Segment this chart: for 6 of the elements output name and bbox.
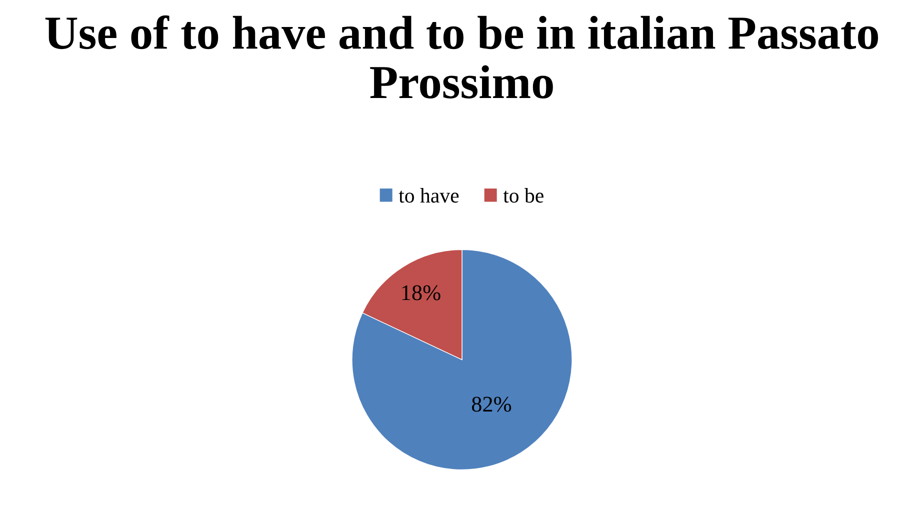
- legend-label: to have: [398, 188, 459, 203]
- chart-title: Use of to have and to be in italian Passato Prossimo: [45, 15, 878, 98]
- data-label: 18%: [402, 285, 440, 300]
- pie-slice: [352, 249, 572, 470]
- data-label: 82%: [472, 396, 512, 412]
- legend-label: to be: [503, 188, 544, 203]
